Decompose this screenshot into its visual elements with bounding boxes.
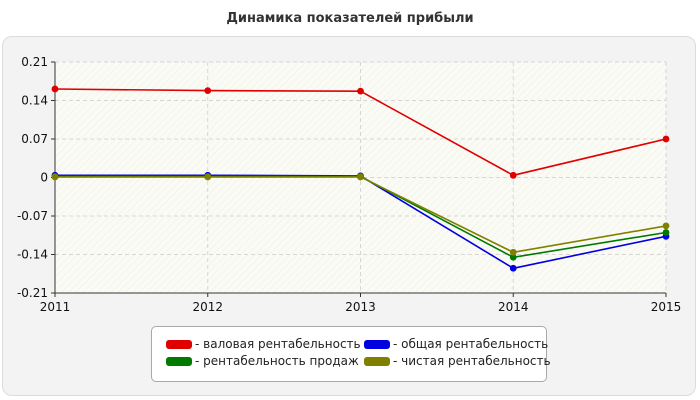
legend-swatch <box>364 356 390 366</box>
y-tick-label: 0 <box>40 171 48 185</box>
data-point <box>509 264 517 272</box>
data-point <box>662 135 670 143</box>
data-point <box>509 253 517 261</box>
data-point <box>509 171 517 179</box>
legend-label: - чистая рентабельность <box>393 354 551 368</box>
legend: - валовая рентабельность - общая рентабе… <box>151 326 551 382</box>
y-tick-label: 0.21 <box>21 55 48 69</box>
data-point <box>204 87 212 94</box>
data-point <box>204 173 212 181</box>
x-tick-label: 2011 <box>40 300 71 314</box>
legend-label: - валовая рентабельность <box>195 337 361 351</box>
data-point <box>662 222 670 230</box>
y-tick-label: -0.07 <box>17 209 48 223</box>
legend-swatch <box>166 339 192 349</box>
legend-swatch <box>166 356 192 366</box>
data-point <box>662 229 670 236</box>
legend-item-gross: - валовая рентабельность <box>166 337 361 351</box>
legend-item-net: - чистая рентабельность <box>364 354 551 368</box>
chart-title: Динамика показателей прибыли <box>226 11 474 26</box>
legend-item-total: - общая рентабельность <box>364 337 548 351</box>
x-tick-label: 2012 <box>192 300 223 314</box>
y-tick-label: -0.14 <box>17 248 48 262</box>
data-point <box>509 248 517 256</box>
y-tick-label: -0.21 <box>17 286 48 300</box>
legend-label: - общая рентабельность <box>393 337 549 351</box>
data-point <box>51 85 59 93</box>
y-tick-label: 0.07 <box>21 132 48 146</box>
data-point <box>357 87 364 95</box>
data-point <box>51 173 59 181</box>
x-tick-label: 2014 <box>498 300 529 314</box>
legend-swatch <box>364 339 390 349</box>
x-tick-label: 2013 <box>345 300 376 314</box>
data-point <box>357 173 364 181</box>
legend-label: - рентабельность продаж <box>195 354 359 368</box>
y-tick-label: 0.14 <box>21 94 48 108</box>
legend-item-sales: - рентабельность продаж <box>166 354 359 368</box>
x-tick-label: 2015 <box>651 300 682 314</box>
